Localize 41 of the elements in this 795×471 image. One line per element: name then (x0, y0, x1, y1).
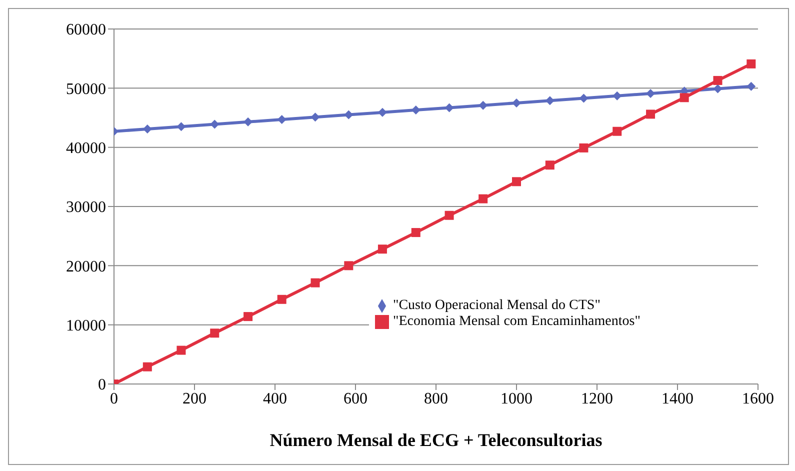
point (310, 278, 320, 288)
x-tick-label: 1600 (742, 390, 774, 408)
x-tick-label: 600 (344, 390, 368, 408)
x-tick-label: 200 (182, 390, 206, 408)
point (746, 59, 756, 68)
point (680, 93, 689, 102)
y-tick-label: 0 (98, 376, 106, 394)
point (210, 328, 220, 338)
point (444, 210, 454, 220)
y-tick-label: 20000 (66, 258, 106, 276)
point (713, 76, 722, 85)
point (277, 294, 286, 304)
x-tick-label: 1200 (581, 390, 613, 408)
x-tick-label: 400 (263, 390, 287, 408)
point (612, 126, 622, 136)
point (244, 312, 253, 322)
legend-label: "Economia Mensal com Encaminhamentos" (393, 314, 640, 329)
point (512, 177, 521, 186)
point (579, 143, 588, 152)
point (545, 160, 554, 170)
point (142, 362, 152, 372)
point (378, 244, 387, 254)
x-tick-label: 800 (424, 390, 448, 408)
x-axis-title: Número Mensal de ECG + Teleconsultorias (270, 430, 602, 450)
x-tick-label: 0 (110, 390, 118, 408)
point (176, 122, 186, 132)
point (176, 346, 186, 355)
point (478, 194, 488, 204)
point (411, 228, 420, 238)
y-tick-label: 30000 (66, 199, 106, 216)
x-tick-label: 1000 (500, 390, 532, 408)
y-tick-label: 40000 (66, 140, 106, 158)
point (512, 98, 521, 108)
legend-label: "Custo Operacional Mensal do CTS" (393, 298, 600, 313)
y-tick-label: 50000 (66, 80, 106, 98)
point (344, 261, 354, 270)
y-tick-label: 10000 (66, 318, 106, 335)
point (746, 82, 756, 91)
x-tick-label: 1400 (662, 390, 694, 408)
y-tick-label: 60000 (66, 22, 106, 39)
point (646, 110, 656, 119)
